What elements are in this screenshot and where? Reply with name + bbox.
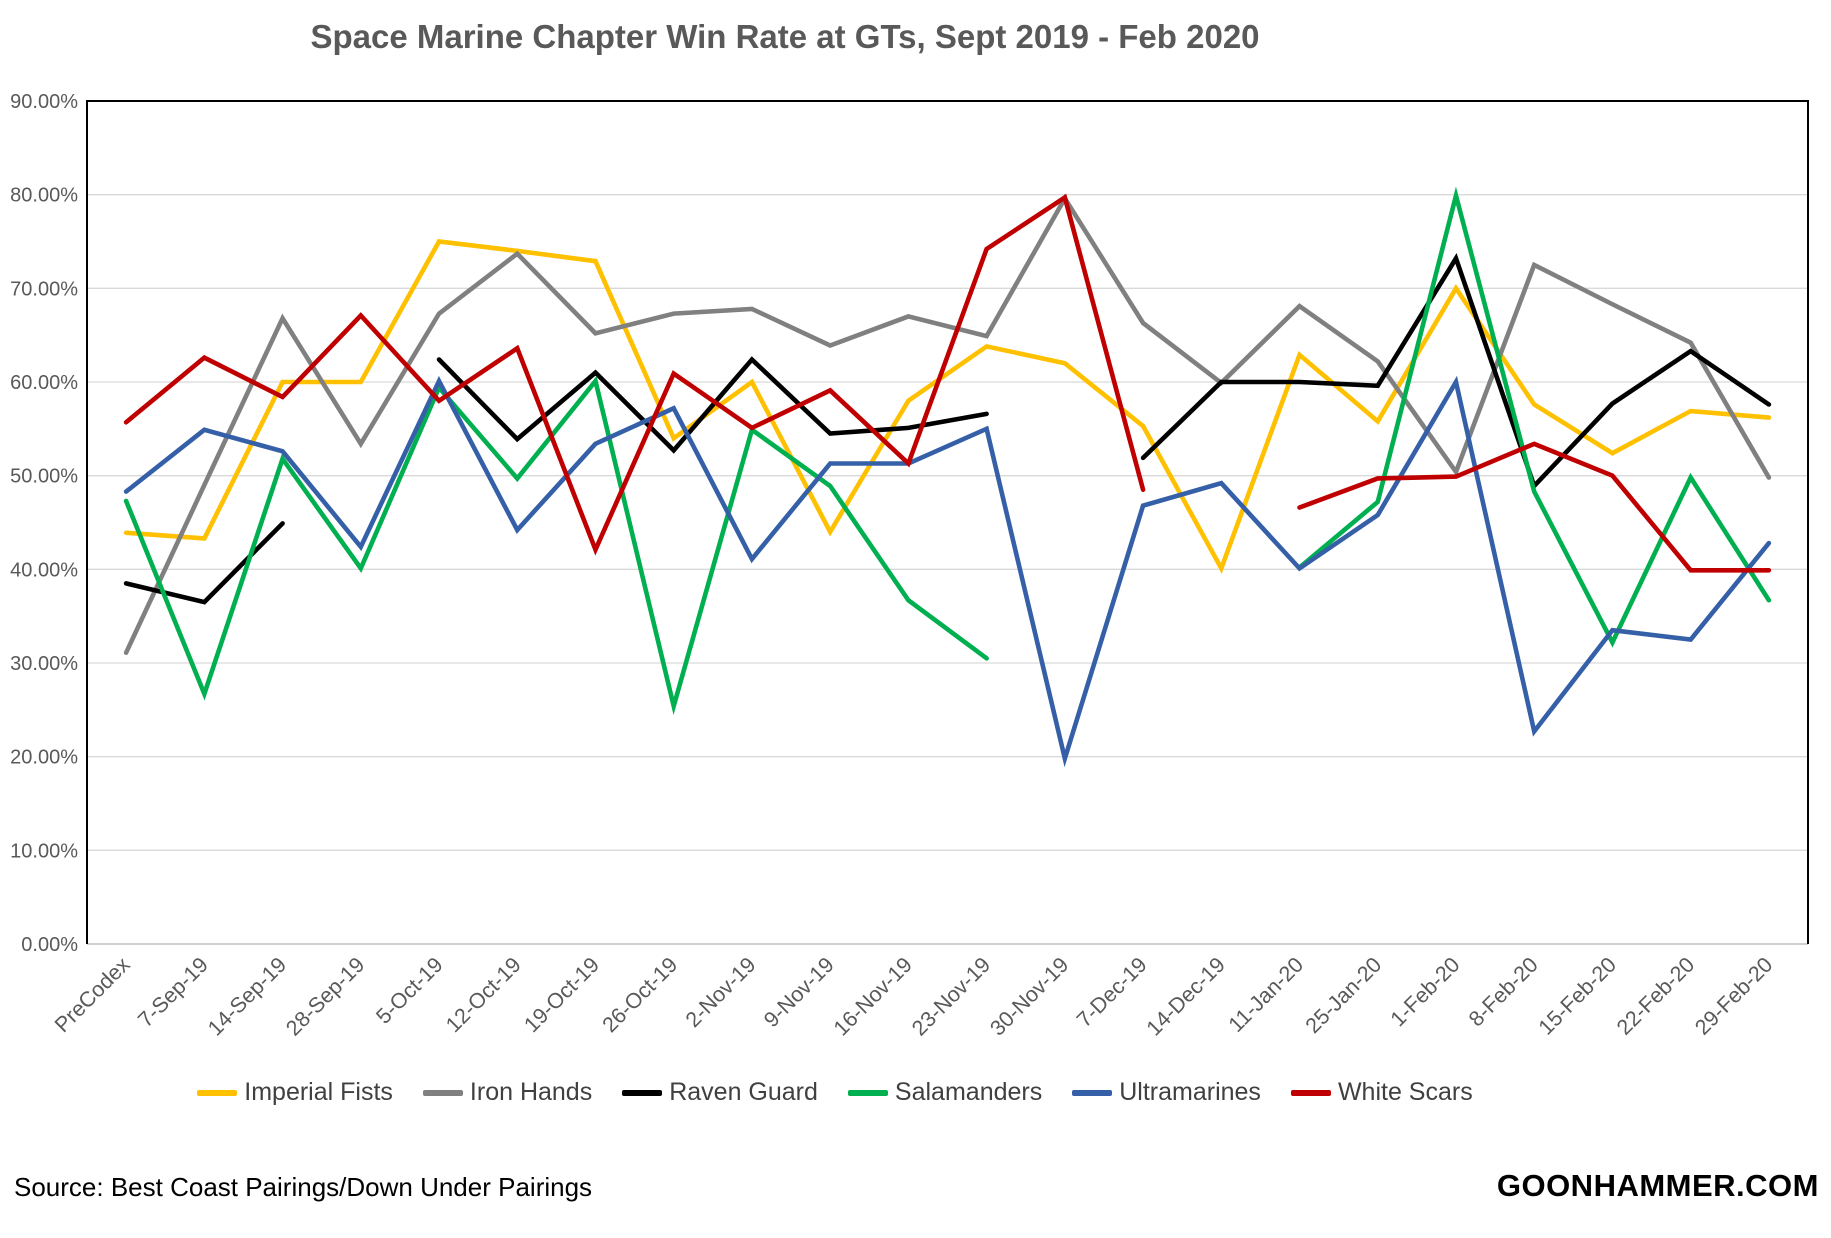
x-axis-tick-label: 16-Nov-19 xyxy=(829,953,917,1041)
raven-guard-swatch-icon xyxy=(622,1089,663,1096)
legend-item-raven-guard: Raven Guard xyxy=(622,1078,818,1107)
legend-label: White Scars xyxy=(1337,1078,1473,1106)
plot-border xyxy=(86,100,1809,944)
imperial-fists-swatch-icon xyxy=(197,1089,238,1096)
x-axis-tick-label: 8-Feb-20 xyxy=(1464,953,1543,1032)
series-line-white-scars xyxy=(1297,441,1772,573)
legend-item-salamanders: Salamanders xyxy=(847,1078,1043,1107)
series-line-raven-guard xyxy=(1140,253,1772,491)
y-axis-tick-label: 30.00% xyxy=(10,653,78,675)
x-axis-tick-label: 22-Feb-20 xyxy=(1612,953,1699,1040)
x-axis-tick-label: 25-Jan-20 xyxy=(1301,953,1386,1038)
x-axis-tick-label: 5-Oct-19 xyxy=(371,953,447,1029)
y-axis-tick-label: 0.00% xyxy=(21,934,78,956)
x-axis-tick-label: 26-Oct-19 xyxy=(598,953,683,1038)
legend-item-white-scars: White Scars xyxy=(1290,1078,1473,1107)
salamanders-swatch-icon xyxy=(847,1089,888,1096)
x-axis-tick-label: 7-Dec-19 xyxy=(1072,953,1152,1033)
x-axis-tick-label: 23-Nov-19 xyxy=(907,953,995,1041)
x-axis-tick-label: 15-Feb-20 xyxy=(1534,953,1621,1040)
x-axis-tick-label: 14-Dec-19 xyxy=(1142,953,1230,1041)
y-axis-tick-label: 90.00% xyxy=(10,91,78,113)
legend-item-ultramarines: Ultramarines xyxy=(1072,1078,1261,1107)
x-axis-tick-label: 9-Nov-19 xyxy=(759,953,839,1033)
y-axis-tick-label: 60.00% xyxy=(10,372,78,394)
x-axis-tick-label: 28-Sep-19 xyxy=(281,953,369,1041)
x-axis-tick-label: 14-Sep-19 xyxy=(203,953,291,1041)
series-line-white-scars xyxy=(123,193,1146,556)
y-axis-tick-label: 40.00% xyxy=(10,559,78,581)
y-axis-tick-label: 70.00% xyxy=(10,278,78,300)
x-axis-tick-label: 1-Feb-20 xyxy=(1386,953,1465,1032)
x-axis-tick-label: PreCodex xyxy=(50,952,135,1037)
x-axis-tick-label: 7-Sep-19 xyxy=(133,953,213,1033)
y-axis-tick-label: 80.00% xyxy=(10,185,78,207)
series-line-raven-guard xyxy=(123,521,285,605)
series-line-salamanders xyxy=(1297,186,1772,648)
legend-label: Ultramarines xyxy=(1119,1078,1261,1106)
y-axis-tick-label: 10.00% xyxy=(10,840,78,862)
y-axis-tick-label: 50.00% xyxy=(10,466,78,488)
source-note: Source: Best Coast Pairings/Down Under P… xyxy=(14,1172,593,1202)
series-line-salamanders xyxy=(123,375,989,716)
x-axis-tick-label: 19-Oct-19 xyxy=(519,953,604,1038)
legend-label: Salamanders xyxy=(894,1078,1043,1106)
legend-label: Imperial Fists xyxy=(244,1078,393,1106)
legend-label: Iron Hands xyxy=(469,1078,593,1106)
series-line-ultramarines xyxy=(123,375,1772,768)
goonhammer-watermark: GOONHAMMER.COM xyxy=(1496,1168,1819,1203)
series-line-raven-guard xyxy=(436,356,989,454)
ultramarines-swatch-icon xyxy=(1072,1089,1113,1096)
chart-legend: Imperial Fists Iron Hands Raven Guard Sa… xyxy=(0,1078,1670,1107)
x-axis-tick-label: 11-Jan-20 xyxy=(1224,953,1308,1037)
white-scars-swatch-icon xyxy=(1290,1089,1331,1096)
legend-item-iron-hands: Iron Hands xyxy=(422,1078,593,1107)
series-line-iron-hands xyxy=(123,193,1772,655)
legend-label: Raven Guard xyxy=(669,1078,818,1106)
iron-hands-swatch-icon xyxy=(422,1089,463,1096)
x-axis-tick-label: 30-Nov-19 xyxy=(985,953,1073,1041)
chart-title: Space Marine Chapter Win Rate at GTs, Se… xyxy=(310,18,1260,55)
x-axis-tick-label: 2-Nov-19 xyxy=(681,953,761,1033)
legend-item-imperial-fists: Imperial Fists xyxy=(197,1078,393,1107)
x-axis-tick-label: 12-Oct-19 xyxy=(441,953,526,1038)
x-axis-tick-label: 29-Feb-20 xyxy=(1690,953,1777,1040)
y-axis-tick-label: 20.00% xyxy=(10,747,78,769)
